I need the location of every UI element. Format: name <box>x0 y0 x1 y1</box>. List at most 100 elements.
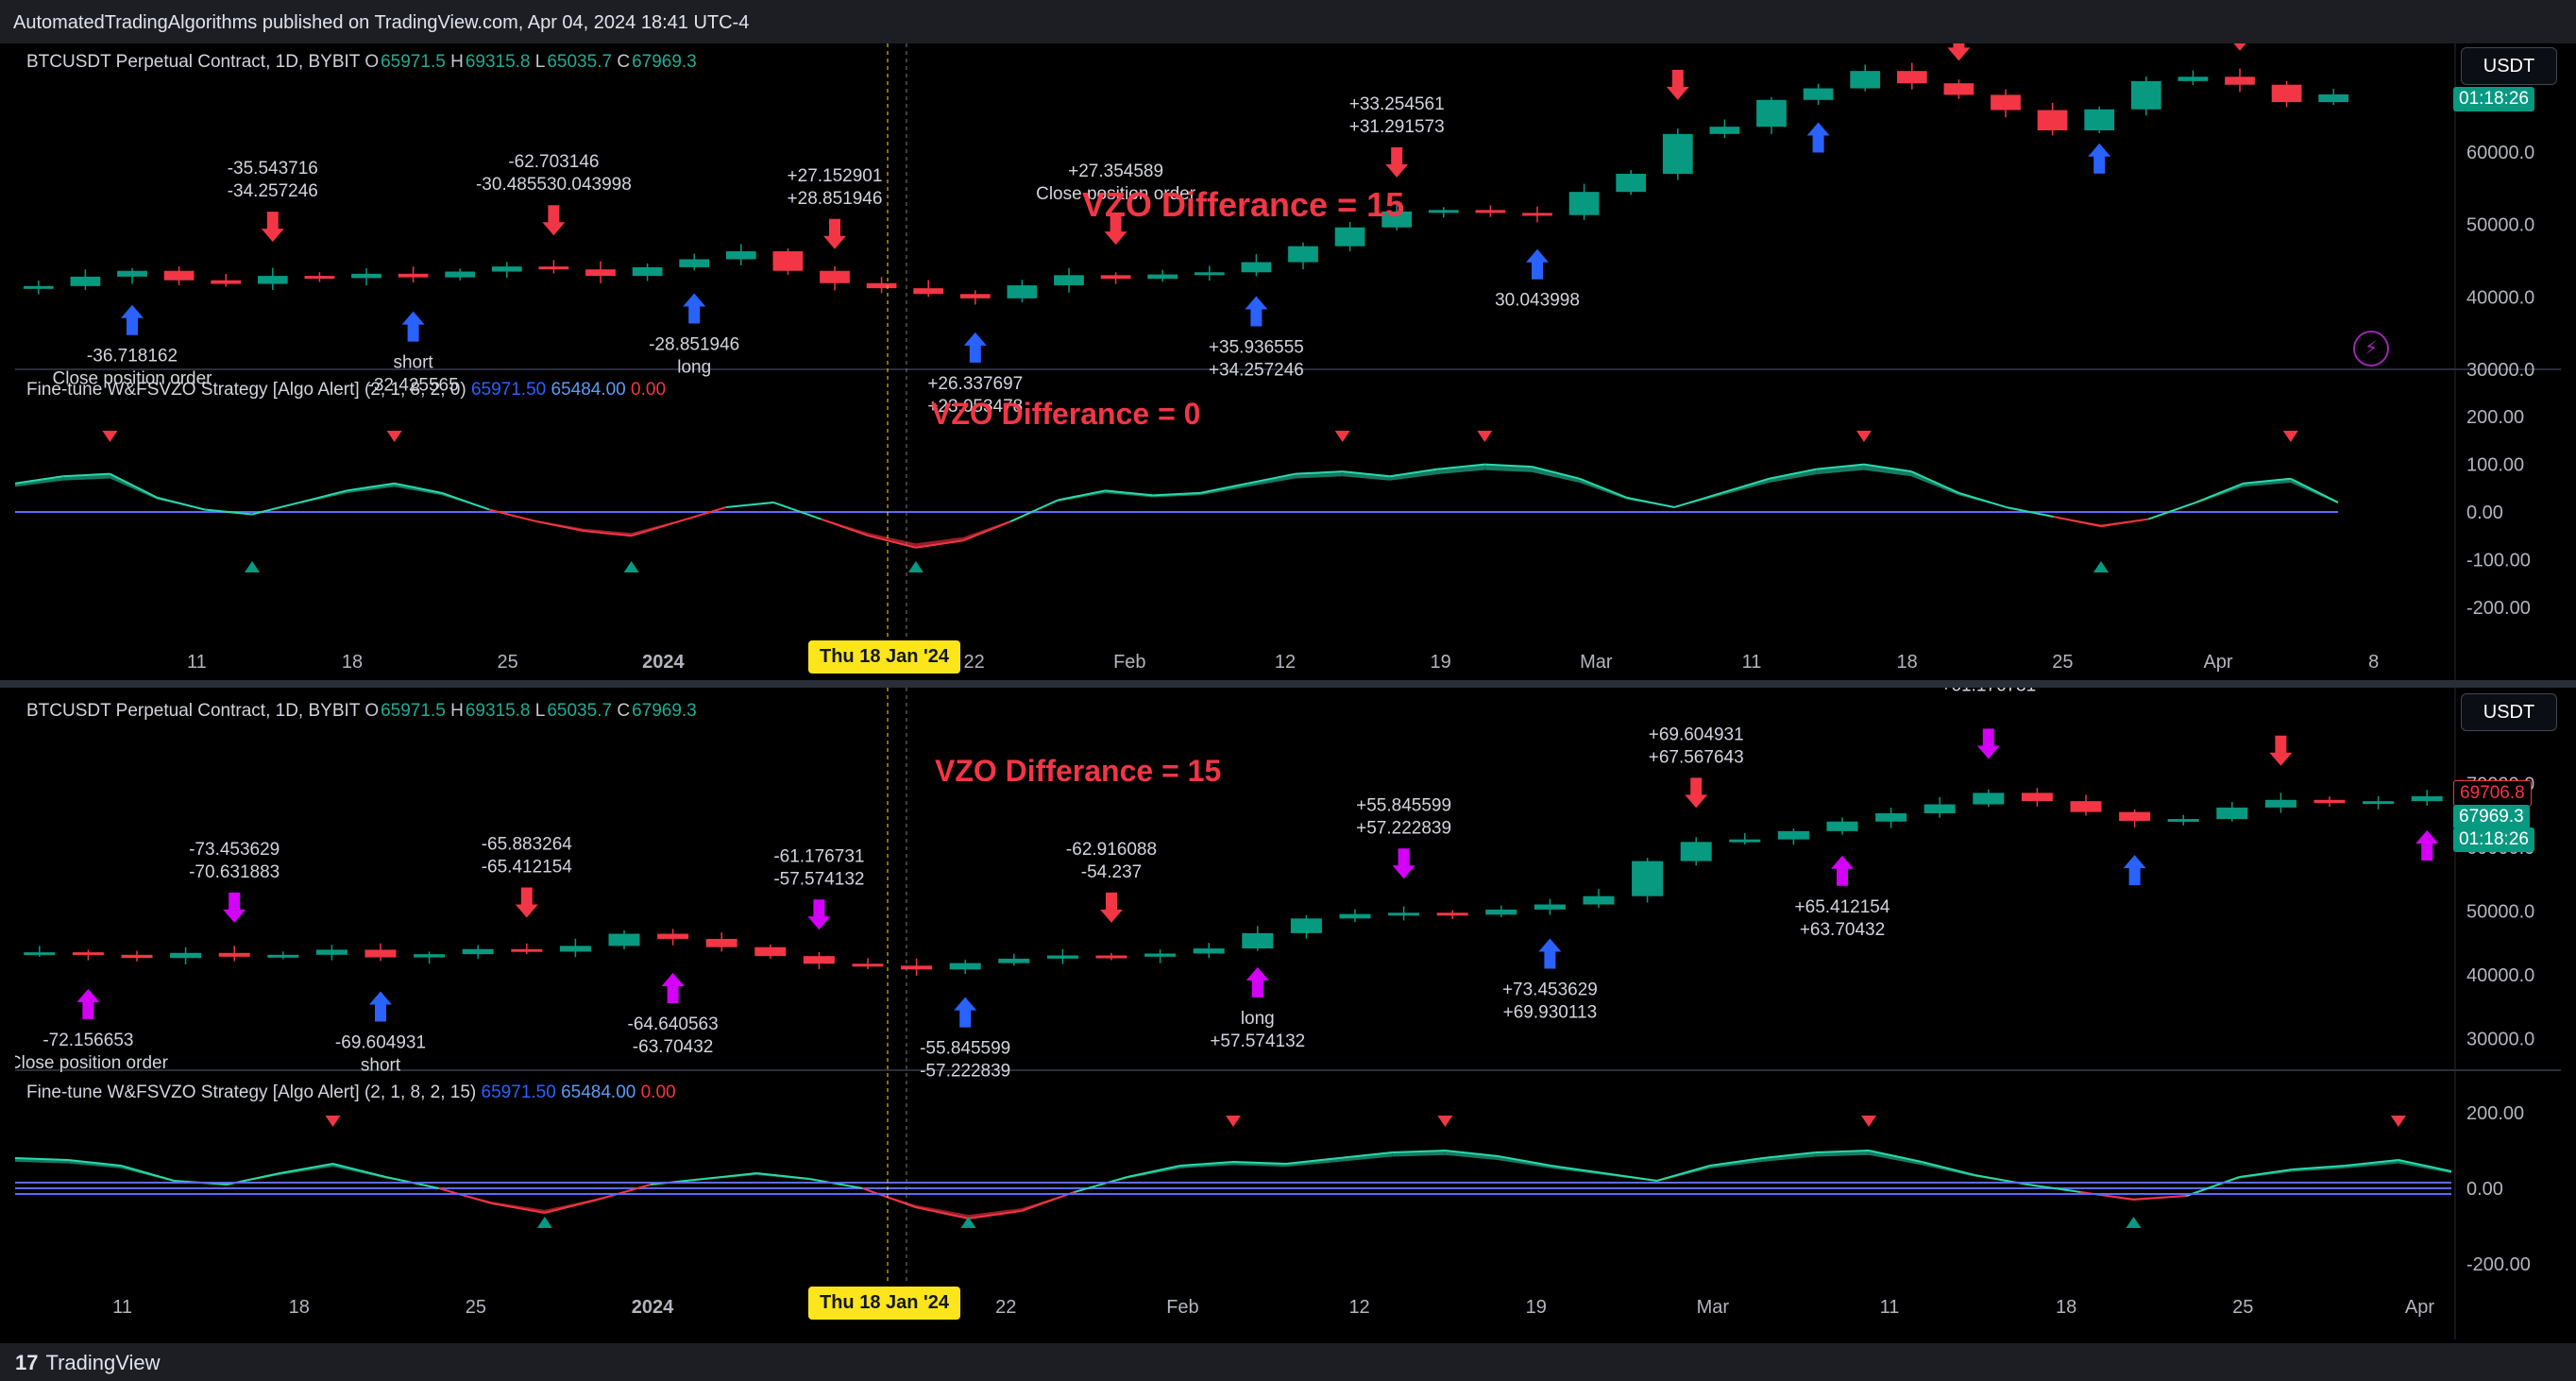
short-signal-arrow <box>542 205 566 236</box>
candle-body <box>1729 839 1761 843</box>
osc-line <box>1532 466 1580 480</box>
publisher-text: AutomatedTradingAlgorithms published on … <box>13 12 750 33</box>
candle-body <box>1680 842 1712 861</box>
pane-divider[interactable] <box>0 680 2576 688</box>
osc-line <box>120 1165 175 1182</box>
chart-canvas-1[interactable]: 30000.040000.050000.060000.0-36.718162Cl… <box>15 43 2561 680</box>
close-key: C <box>617 52 631 72</box>
x-tick-label: 25 <box>466 1297 486 1318</box>
strategy-value-3: 0.00 <box>640 1083 676 1102</box>
high-key: H <box>450 701 464 721</box>
x-tick-label: 22 <box>995 1297 1016 1318</box>
osc-line <box>1579 477 1628 499</box>
tradingview-logo[interactable]: 17 TradingView <box>15 1351 161 1375</box>
candle-body <box>1522 213 1552 216</box>
candle-body <box>1147 274 1178 280</box>
candle-body <box>1334 227 1365 247</box>
candle-body <box>585 269 616 277</box>
candle-body <box>559 946 591 952</box>
candle-body <box>1826 821 1858 831</box>
y-tick-label: 30000.0 <box>2466 1029 2534 1049</box>
osc-line <box>1074 1176 1128 1193</box>
x-tick-label: 18 <box>342 652 363 673</box>
candle-body <box>1568 192 1600 215</box>
candle-body <box>1381 211 1413 228</box>
osc-line <box>2292 1165 2346 1170</box>
osc-line <box>1389 468 1438 478</box>
short-signal-arrow <box>1104 214 1127 246</box>
candle-body <box>2070 801 2102 812</box>
candle-body <box>1428 210 1459 213</box>
signal-order-label: -72.156653 <box>42 1031 133 1050</box>
candle-body <box>2318 94 2349 103</box>
candle-body <box>304 276 335 280</box>
short-signal-arrow <box>2233 43 2246 51</box>
signal-order-label: +65.412154 <box>1795 897 1890 917</box>
high-key: H <box>450 52 464 72</box>
signal-value-label: -57.222839 <box>920 1062 1010 1082</box>
y-tick-label: 200.00 <box>2466 407 2524 428</box>
close-key: C <box>617 701 631 721</box>
currency-button[interactable]: USDT <box>2461 47 2557 85</box>
osc-line <box>915 539 964 549</box>
chart-pane-2[interactable]: 30000.040000.050000.060000.070000.080000… <box>15 688 2561 1339</box>
strategy-legend-1[interactable]: Fine-tune W&FSVZO Strategy [Algo Alert] … <box>26 380 666 401</box>
osc-line <box>597 1184 652 1201</box>
chart-pane-1[interactable]: 30000.0 40000.0 50000.0 60000.0 -36.718162 Cl… <box>15 43 2561 680</box>
osc-line <box>2398 1159 2452 1172</box>
candle-body <box>2264 799 2296 808</box>
candle-body <box>414 954 446 958</box>
osc-band <box>1437 464 1485 475</box>
osc-line <box>968 1210 1022 1219</box>
osc-band <box>1769 469 1817 483</box>
currency-button[interactable]: USDT <box>2461 693 2557 731</box>
long-signal-arrow <box>76 988 100 1019</box>
x-tick-label: 12 <box>1275 652 1296 673</box>
candle-body <box>1991 94 2021 111</box>
candle-body <box>632 266 663 277</box>
candle-body <box>2037 110 2068 130</box>
signal-value-label: short <box>361 1056 401 1076</box>
long-signal-arrow <box>1538 938 1562 969</box>
signal-value-label: Close position order <box>15 1053 169 1073</box>
signal-order-label: -69.604931 <box>335 1033 426 1053</box>
long-signal-arrow <box>121 304 144 335</box>
x-tick-label: 18 <box>2056 1297 2076 1318</box>
strategy-legend-2[interactable]: Fine-tune W&FSVZO Strategy [Algo Alert] … <box>26 1083 676 1103</box>
lightning-icon[interactable]: ⚡ <box>2353 331 2389 367</box>
short-signal-arrow <box>261 212 284 243</box>
long-signal-arrow <box>1526 248 1549 280</box>
osc-line <box>772 501 822 520</box>
candle-body <box>163 270 195 281</box>
candle-body <box>1756 99 1787 128</box>
open-key: O <box>364 701 380 721</box>
signal-order-label: -30.485530.043998 <box>476 175 632 195</box>
y-tick-label: 30000.0 <box>2466 360 2534 381</box>
x-tick-label: Apr <box>2203 652 2232 673</box>
osc-line <box>1484 463 1533 469</box>
y-tick-label: -100.00 <box>2466 550 2531 571</box>
x-tick-label: 8 <box>2368 652 2379 673</box>
y-tick-label: 40000.0 <box>2466 287 2534 308</box>
countdown-tag: 01:18:26 <box>2453 827 2534 852</box>
buy-marker <box>623 561 639 572</box>
candle-body <box>1095 955 1127 959</box>
sell-marker <box>325 1116 341 1127</box>
chart-canvas-2[interactable]: 30000.040000.050000.060000.070000.080000… <box>15 688 2561 1339</box>
y-tick-label: 50000.0 <box>2466 215 2534 236</box>
close-price-tag: 67969.3 <box>2453 805 2530 829</box>
candle-body <box>2313 799 2346 804</box>
candle-body <box>901 965 933 970</box>
candle-body <box>538 266 569 270</box>
osc-line <box>1342 470 1391 478</box>
high-value: 69315.8 <box>465 52 531 72</box>
sell-marker <box>1437 1116 1453 1127</box>
candle-body <box>211 280 242 284</box>
osc-line <box>2100 518 2149 528</box>
vzo-annotation-main: VZO Differance = 15 <box>935 754 1222 788</box>
signal-value-label: long <box>677 357 711 377</box>
candle-body <box>1339 913 1371 919</box>
candle-body <box>705 938 737 947</box>
